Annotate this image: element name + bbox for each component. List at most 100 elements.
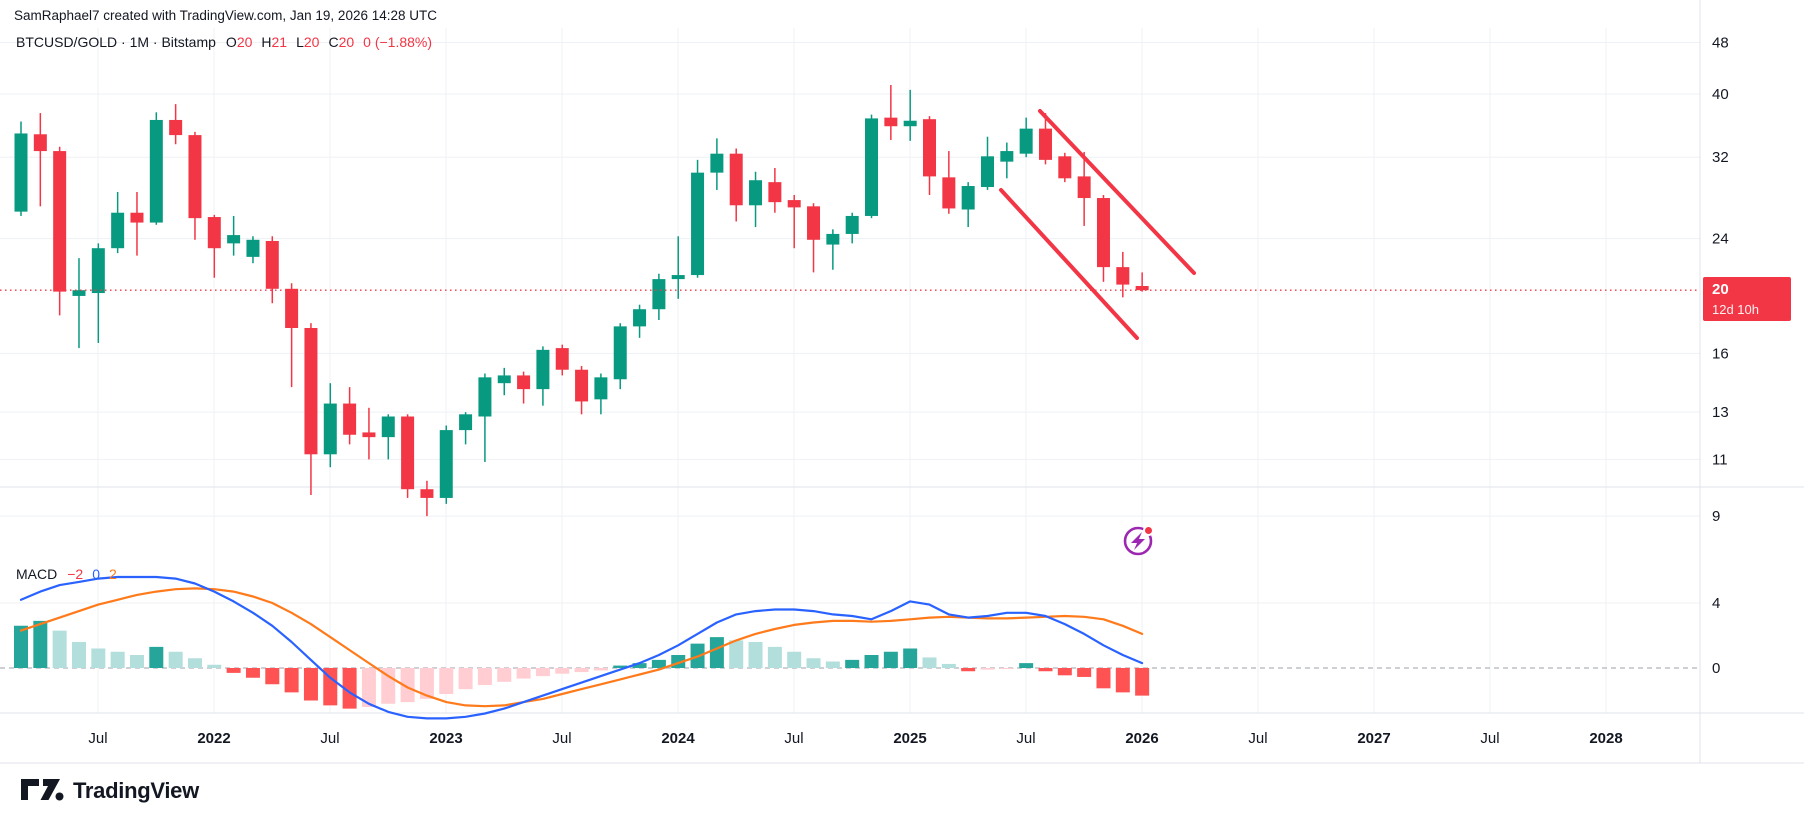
time-axis-label: Jul — [1016, 730, 1035, 747]
candle-body — [729, 153, 743, 206]
candle-body — [575, 369, 589, 402]
histogram-bar — [1077, 668, 1092, 677]
histogram-bar — [767, 646, 782, 668]
time-axis-label: Jul — [320, 730, 339, 747]
histogram-bar — [303, 668, 318, 701]
candle-body — [381, 416, 395, 438]
price-axis-label: 16 — [1712, 345, 1729, 362]
candle-body — [14, 133, 28, 212]
histogram-bar — [33, 620, 48, 668]
histogram-bar — [110, 651, 125, 668]
gridlines — [0, 0, 1804, 764]
candle-body — [826, 233, 840, 245]
time-axis-label: Jul — [552, 730, 571, 747]
histogram-bar — [516, 668, 531, 679]
trend-line[interactable] — [1038, 109, 1196, 275]
macd-signal-line — [19, 587, 1144, 708]
candle-body — [343, 403, 357, 435]
histogram-bar — [458, 668, 473, 690]
macd-axis-label: 0 — [1712, 660, 1720, 677]
macd-axis-label: 4 — [1712, 595, 1720, 612]
candle-body — [497, 375, 511, 384]
candle-body — [787, 200, 801, 208]
price-axis-label: 40 — [1712, 86, 1729, 103]
histogram-bar — [419, 668, 434, 699]
tradingview-logo[interactable]: TradingView — [20, 778, 199, 804]
candle-body — [169, 119, 183, 136]
trend-line[interactable] — [999, 188, 1139, 340]
candle-body — [304, 327, 318, 455]
candle-body — [111, 212, 125, 249]
candle-body — [768, 182, 782, 203]
time-axis-label: 2023 — [429, 730, 462, 747]
candle-body — [1135, 285, 1149, 291]
histogram-bar — [535, 668, 550, 677]
macd-line-value: 0 — [92, 566, 100, 582]
histogram-bar — [52, 630, 67, 668]
histogram-bar — [1135, 668, 1150, 696]
candle-body — [362, 432, 376, 438]
attribution-text: SamRaphael7 created with TradingView.com… — [14, 8, 437, 23]
histogram-bar — [265, 668, 280, 685]
histogram-bar — [129, 655, 144, 668]
candle-body — [749, 180, 763, 206]
candle-body — [1096, 198, 1110, 268]
candle-body — [942, 177, 956, 209]
tradingview-logo-text: TradingView — [73, 778, 199, 803]
last-price-label: 20 12d 10h — [1703, 277, 1791, 321]
histogram-bar — [787, 651, 802, 668]
price-axis-label: 9 — [1712, 508, 1720, 525]
time-axis-label: Jul — [1248, 730, 1267, 747]
macd-legend: MACD −2 0 2 — [16, 566, 126, 582]
histogram-bar — [400, 668, 415, 703]
candle-body — [633, 309, 647, 327]
histogram-bar — [14, 625, 28, 668]
candle-body — [1019, 128, 1033, 154]
histogram-bar — [845, 659, 860, 668]
candle-body — [53, 151, 67, 292]
histogram-bar — [883, 651, 898, 668]
candle-body — [188, 135, 202, 219]
histogram-bar — [71, 642, 86, 668]
price-axis-label: 32 — [1712, 149, 1729, 166]
candle-body — [91, 248, 105, 294]
histogram-bar — [149, 646, 164, 668]
histogram-bar — [1057, 668, 1072, 676]
candle-body — [323, 403, 337, 455]
candle-body — [652, 279, 666, 310]
histogram-bar — [361, 668, 376, 707]
candle-body — [265, 240, 279, 289]
histogram-bar — [168, 651, 183, 668]
histogram-bar — [1038, 668, 1053, 672]
candles-layer — [14, 84, 1149, 517]
macd-title: MACD — [16, 566, 58, 582]
candle-body — [671, 275, 685, 280]
macd-hist-value: −2 — [67, 566, 84, 582]
histogram-bar — [1096, 668, 1111, 689]
symbol-legend: BTCUSD/GOLD · 1M · Bitstamp O20 H21 L20 C20 0… — [16, 34, 432, 50]
time-axis[interactable]: Jul 2022 Jul 2023 Jul 2024 Jul 2025 Jul 2026 Jul 20… — [88, 730, 1622, 747]
candle-body — [691, 172, 705, 276]
histogram-bar — [555, 668, 570, 674]
histogram-bar — [477, 668, 492, 686]
flash-button[interactable] — [1123, 525, 1154, 556]
candle-body — [517, 375, 531, 390]
candle-body — [285, 288, 299, 328]
histogram-bar — [593, 668, 608, 671]
candle-body — [72, 290, 86, 296]
candle-body — [710, 153, 724, 173]
candle-body — [459, 414, 473, 431]
time-axis-label: 2028 — [1589, 730, 1622, 747]
candle-body — [227, 235, 241, 244]
histogram-bar — [1115, 668, 1130, 693]
time-axis-label: 2025 — [893, 730, 926, 747]
macd-line — [19, 575, 1144, 720]
symbol-title: BTCUSD/GOLD · 1M · Bitstamp — [16, 34, 216, 50]
lightning-icon — [1131, 532, 1145, 550]
histogram-bar — [632, 663, 647, 668]
candle-body — [961, 186, 975, 210]
candle-body — [807, 206, 821, 240]
